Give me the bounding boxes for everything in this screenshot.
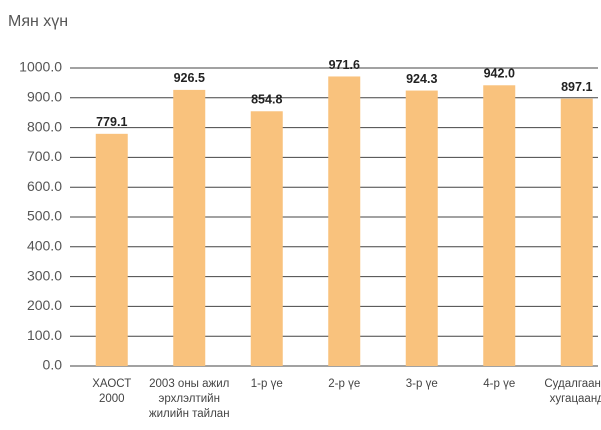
y-tick-label: 200.0 <box>27 297 62 313</box>
x-tick-label: 3-р үе <box>406 378 438 390</box>
bar <box>405 90 438 367</box>
y-tick-label: 700.0 <box>27 148 62 164</box>
x-tick-label: 4-р үе <box>483 378 515 390</box>
bar <box>328 76 361 367</box>
bar <box>560 98 593 367</box>
y-tick-label: 1000.0 <box>19 59 62 75</box>
bar <box>250 111 283 367</box>
x-tick-label: жилийн тайлан <box>149 408 230 420</box>
y-axis-label: Мян хүн <box>8 13 68 30</box>
x-tick-label: хугацаанд <box>550 393 601 405</box>
y-tick-label: 600.0 <box>27 178 62 194</box>
x-tick-label: 2000 <box>99 393 125 405</box>
x-tick-label: ХАОСТ <box>92 378 131 390</box>
y-tick-label: 300.0 <box>27 267 62 283</box>
x-tick-label: 2-р үе <box>328 378 360 390</box>
data-label: 854.8 <box>251 93 282 107</box>
y-tick-label: 500.0 <box>27 208 62 224</box>
data-label: 926.5 <box>174 71 205 85</box>
bar <box>483 85 516 366</box>
y-tick-label: 100.0 <box>27 327 62 343</box>
x-tick-label: эрхлэлтийн <box>159 393 220 405</box>
data-label: 942.0 <box>484 67 515 81</box>
x-tick-label: Судалгааны <box>544 378 601 390</box>
x-tick-label: 1-р үе <box>251 378 283 390</box>
y-tick-label: 0.0 <box>43 357 63 373</box>
data-label: 779.1 <box>96 115 127 129</box>
data-label: 971.6 <box>329 58 360 72</box>
y-tick-label: 900.0 <box>27 89 62 105</box>
bar <box>95 133 128 366</box>
data-label: 924.3 <box>406 72 437 86</box>
bar <box>173 89 206 366</box>
data-label: 897.1 <box>561 80 592 94</box>
x-tick-label: 2003 оны ажил <box>149 378 229 390</box>
y-tick-label: 800.0 <box>27 118 62 134</box>
y-tick-label: 400.0 <box>27 238 62 254</box>
